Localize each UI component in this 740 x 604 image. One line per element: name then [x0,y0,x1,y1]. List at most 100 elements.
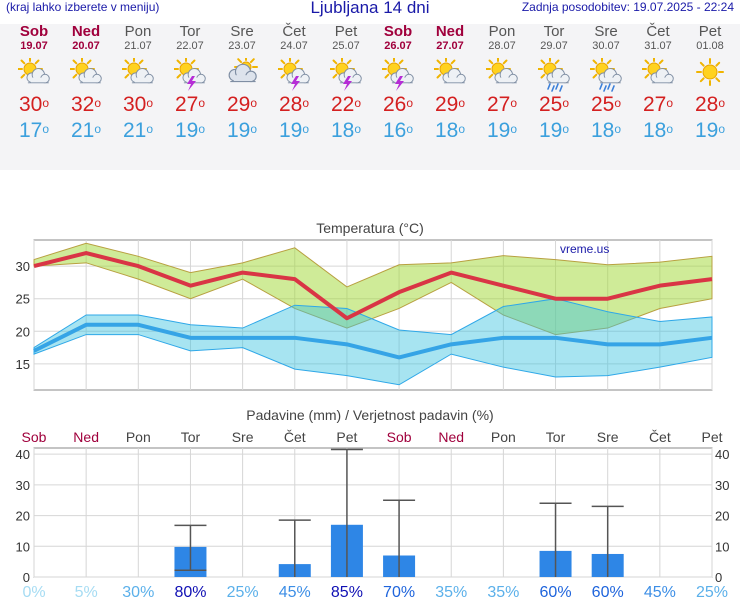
temp-min: 19o [226,119,258,142]
y-tick-label-left: 40 [16,447,30,462]
precip-probability-label: 25% [696,584,728,601]
temp-min: 16o [382,119,414,142]
temp-min-value: 16 [382,119,407,142]
temp-min-value: 21 [122,119,147,142]
day-name: Sre [594,23,618,40]
x-tick-label: Sre [232,429,254,445]
x-tick-label: Čet [284,429,306,445]
forecast-band [0,24,740,170]
precip-probability-label: 60% [592,584,624,601]
day-date: 19.07 [20,40,48,52]
forecast-day: Pet 01.08 28o 19o [684,24,736,144]
sun-cloud-icon [60,52,112,92]
temp-max-value: 25 [538,93,563,116]
temp-min-value: 19 [278,119,303,142]
temp-max-value: 28 [694,93,719,116]
precip-error-bar [383,499,416,577]
precip-probability-label: 25% [227,584,259,601]
temp-min: 21o [70,119,102,142]
location-hint: (kraj lahko izberete v meniju) [6,0,160,14]
precip-probability-label: 0% [22,584,45,601]
y-tick-label-right: 20 [715,509,729,524]
temperature-chart: Temperatura (°C) 15 20 25 30 vreme.us [16,220,713,391]
temp-max-value: 30 [122,93,147,116]
precipitation-title: Padavine (mm) / Verjetnost padavin (%) [246,407,493,423]
temp-min-value: 19 [226,119,251,142]
forecast-day: Sob 19.07 30o 17o [8,24,60,144]
day-date: 24.07 [280,40,308,52]
day-date: 31.07 [644,40,672,52]
x-tick-label: Sre [597,429,619,445]
precip-probability-label: 35% [435,584,467,601]
temp-min-value: 18 [642,119,667,142]
watermark: vreme.us [560,242,609,256]
temp-min: 19o [278,119,310,142]
temp-max-value: 26 [382,93,407,116]
y-tick-label: 20 [16,324,30,339]
forecast-day: Čet 24.07 28o 19o [268,24,320,144]
day-date: 22.07 [176,40,204,52]
precipitation-chart: Padavine (mm) / Verjetnost padavin (%) So… [16,407,730,601]
precip-probability-label: 35% [487,584,519,601]
day-name: Pet [334,23,358,40]
temperature-title: Temperatura (°C) [316,220,424,236]
precip-error-bar [330,448,363,577]
day-name: Ned [71,23,101,40]
temp-min: 21o [122,119,154,142]
day-name: Sob [19,23,49,40]
temp-min: 18o [590,119,622,142]
temp-max-value: 29 [434,93,459,116]
temp-min: 19o [174,119,206,142]
temp-max: 26o [382,93,414,116]
forecast-day: Ned 27.07 29o 18o [424,24,476,144]
temp-min: 18o [434,119,466,142]
precip-error-bar [591,505,624,577]
temp-min: 19o [486,119,518,142]
y-tick-label-left: 20 [16,509,30,524]
day-name: Čet [646,23,670,40]
temp-max: 27o [486,93,518,116]
last-update: Zadnja posodobitev: 19.07.2025 - 22:24 [521,0,734,14]
temp-min: 19o [538,119,570,142]
temp-max-value: 27 [174,93,199,116]
x-tick-label: Sob [387,429,412,445]
precip-error-bar [539,502,572,577]
temp-min: 19o [694,119,726,142]
max-range-band [33,242,713,336]
day-date: 29.07 [540,40,568,52]
day-name: Sre [230,23,254,40]
y-tick-label: 15 [16,357,30,372]
sun-thunder-icon [320,52,372,92]
min-temp-line [33,322,713,360]
temp-min-value: 17 [18,119,43,142]
temp-max-value: 22 [330,93,355,116]
forecast-day: Sre 23.07 29o 19o [216,24,268,144]
temp-min-value: 19 [486,119,511,142]
sun-rain-icon [580,52,632,92]
x-tick-label: Pon [491,429,516,445]
day-name: Pon [124,23,152,40]
temp-min: 18o [330,119,362,142]
day-name: Pet [698,23,722,40]
temp-max-value: 28 [278,93,303,116]
temp-max-value: 29 [226,93,251,116]
y-tick-label-left: 10 [16,539,30,554]
temp-min-value: 18 [434,119,459,142]
y-tick-label: 25 [16,292,30,307]
temp-max: 22o [330,93,362,116]
forecast-day: Ned 20.07 32o 21o [60,24,112,144]
temp-min-value: 21 [70,119,95,142]
min-range-band [33,298,713,386]
precip-probability-label: 70% [383,584,415,601]
sun-thunder-icon [372,52,424,92]
day-date: 20.07 [72,40,100,52]
day-date: 25.07 [332,40,360,52]
x-tick-label: Ned [73,429,99,445]
temp-max: 28o [278,93,310,116]
y-tick-label-right: 0 [715,570,722,585]
x-tick-label: Tor [546,429,566,445]
precip-probability-label: 80% [174,584,206,601]
forecast-day: Pon 28.07 27o 19o [476,24,528,144]
day-date: 28.07 [488,40,516,52]
temp-max-value: 30 [18,93,43,116]
